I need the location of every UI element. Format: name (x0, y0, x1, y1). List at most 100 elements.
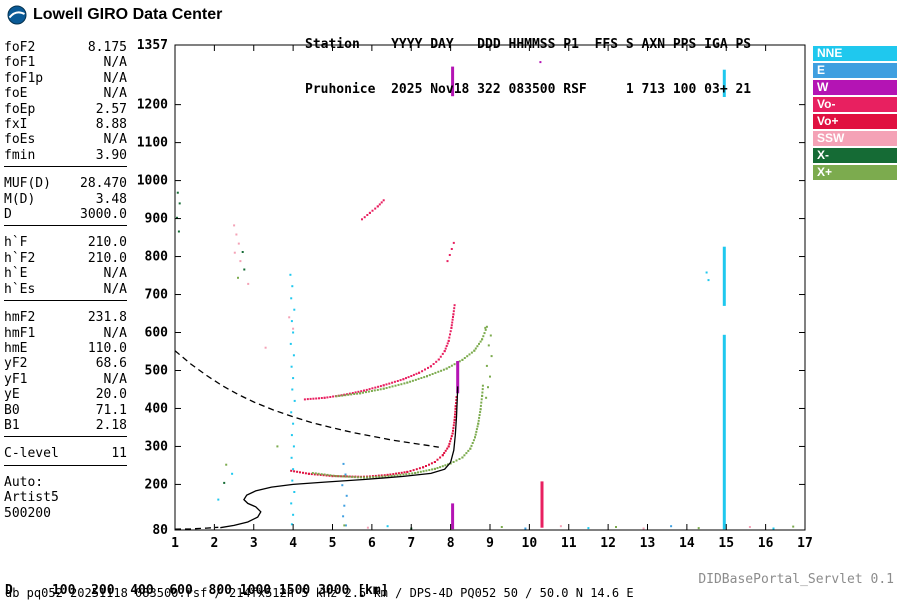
auto-program: Artist5 (4, 490, 59, 506)
y-tick-label: 700 (145, 288, 169, 303)
parameter-panel: foF2 8.175 foF1 N/A foF1p N/A foE N/A foEp 2.57 fx… (4, 40, 127, 521)
legend-item-vominus: Vo- (813, 97, 897, 112)
parameter-name: h`F2 (4, 250, 36, 266)
y-tick-label: 1200 (137, 98, 168, 113)
parameter-row: h`F 210.0 (4, 235, 127, 250)
parameter-row: h`F2 210.0 (4, 251, 127, 266)
parameter-value: 3.48 (95, 191, 127, 207)
x-tick-label: 3 (250, 536, 258, 551)
parameter-value: 2.18 (95, 417, 127, 433)
parameter-row: foEs N/A (4, 132, 127, 147)
parameter-row: hmE 110.0 (4, 341, 127, 356)
parameter-row: foEp 2.57 (4, 102, 127, 117)
giro-logo-icon (7, 5, 27, 25)
station-header: Station YYYY DAY DDD HHMMSS P1 FFS S AXN… (305, 7, 751, 127)
parameter-value: N/A (103, 86, 127, 102)
legend-item-w: W (813, 80, 897, 95)
x-tick-label: 17 (797, 536, 813, 551)
x-tick-label: 11 (561, 536, 577, 551)
auto-label: Auto: (4, 474, 44, 490)
parameter-name: hmE (4, 340, 28, 356)
parameter-row: C-level 11 (4, 446, 127, 461)
profile-layer (174, 350, 459, 530)
x-tick-label: 8 (447, 536, 455, 551)
parameter-row: yE 20.0 (4, 387, 127, 402)
parameter-value: 68.6 (95, 356, 127, 372)
legend-item-ssw: SSW (813, 131, 897, 146)
direction-legend: NNE E W Vo- Vo+ SSW X- X+ (813, 46, 897, 182)
parameter-value: 231.8 (87, 310, 127, 326)
parameter-value: 2.57 (95, 101, 127, 117)
brand: Lowell GIRO Data Center (7, 5, 222, 25)
y-tick-label: 1357 (137, 38, 168, 53)
y-tick-label: 80 (152, 523, 168, 538)
parameter-name: hmF2 (4, 310, 36, 326)
legend-item-xplus: X+ (813, 165, 897, 180)
x-tick-label: 10 (522, 536, 538, 551)
parameter-row: B0 71.1 (4, 403, 127, 418)
parameter-value: N/A (103, 325, 127, 341)
parameter-value: 210.0 (87, 250, 127, 266)
measurement-file-info: db pq052 20251118 083500.rsf / 214fx512h… (5, 586, 634, 600)
distance-row: D 100 200 400 600 800 1000 1500 3000 [km… (5, 583, 389, 598)
parameter-name: foE (4, 86, 28, 102)
parameter-row: fxI 8.88 (4, 117, 127, 132)
legend-item-nne: NNE (813, 46, 897, 61)
x-tick-label: 14 (679, 536, 695, 551)
parameter-name: h`E (4, 266, 28, 282)
parameter-name: fxI (4, 117, 28, 133)
parameter-name: B1 (4, 417, 20, 433)
station-header-columns: Station YYYY DAY DDD HHMMSS P1 FFS S AXN… (305, 37, 752, 52)
y-tick-label: 200 (145, 477, 169, 492)
parameter-row: yF2 68.6 (4, 356, 127, 371)
x-tick-label: 1 (171, 536, 179, 551)
parameter-group: hmF2 231.8 hmF1 N/A hmE 110.0 yF2 68.6 yF1 N/A yE 2… (4, 310, 127, 438)
parameter-value: 11 (111, 446, 127, 462)
parameter-row: hmF2 231.8 (4, 310, 127, 325)
axes-layer: 1357120011001000900800700600500400300200… (137, 38, 813, 551)
parameter-value: 20.0 (95, 387, 127, 403)
parameter-value: 28.470 (80, 176, 127, 192)
x-tick-label: 12 (600, 536, 616, 551)
parameter-name: foF1p (4, 70, 44, 86)
legend-item-voplus: Vo+ (813, 114, 897, 129)
auto-code: 500200 (4, 505, 51, 521)
brand-title: Lowell GIRO Data Center (33, 6, 223, 23)
parameter-value: 110.0 (87, 340, 127, 356)
parameter-name: D (4, 207, 12, 223)
parameter-name: foEs (4, 132, 36, 148)
x-tick-label: 4 (289, 536, 297, 551)
parameter-name: h`Es (4, 281, 36, 297)
parameter-value: 71.1 (95, 402, 127, 418)
y-tick-label: 800 (145, 250, 169, 265)
parameter-name: B0 (4, 402, 20, 418)
vertical-bars-layer (451, 66, 726, 530)
parameter-name: foF2 (4, 40, 36, 55)
station-header-values: Pruhonice 2025 Nov18 322 083500 RSF 1 71… (305, 82, 752, 97)
parameter-value: 210.0 (87, 235, 127, 251)
parameter-value: N/A (103, 281, 127, 297)
parameter-value: 3.90 (95, 147, 127, 163)
x-tick-label: 5 (329, 536, 337, 551)
x-tick-label: 13 (640, 536, 656, 551)
parameter-group: h`F 210.0 h`F2 210.0 h`E N/A h`Es N/A (4, 235, 127, 302)
x-tick-label: 16 (758, 536, 774, 551)
y-tick-label: 300 (145, 439, 169, 454)
parameter-row: h`Es N/A (4, 282, 127, 297)
parameter-value: N/A (103, 70, 127, 86)
parameter-value: 8.175 (87, 40, 127, 55)
parameter-row: foF1 N/A (4, 55, 127, 70)
parameter-name: hmF1 (4, 325, 36, 341)
parameter-name: yF2 (4, 356, 28, 372)
parameter-value: N/A (103, 371, 127, 387)
y-tick-label: 500 (145, 363, 169, 378)
parameter-value: N/A (103, 132, 127, 148)
parameter-name: M(D) (4, 191, 36, 207)
parameter-row: B1 2.18 (4, 418, 127, 433)
x-tick-label: 2 (210, 536, 218, 551)
parameter-row: h`E N/A (4, 266, 127, 281)
y-tick-label: 1100 (137, 136, 168, 151)
autoscaling-info: Auto: Artist5 500200 (4, 475, 127, 521)
